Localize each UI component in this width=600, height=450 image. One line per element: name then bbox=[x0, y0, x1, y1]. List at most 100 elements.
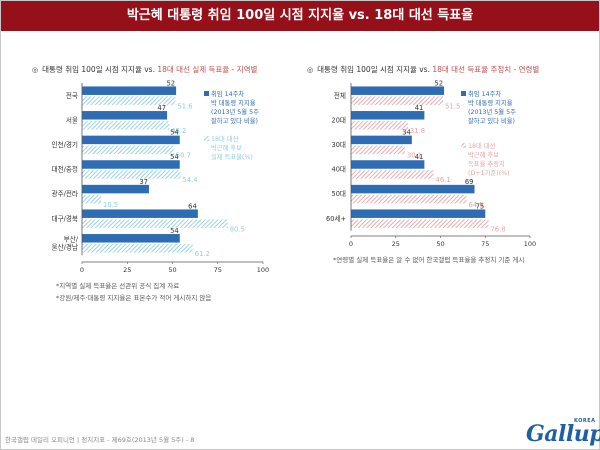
right-label-approval: 41 bbox=[415, 104, 424, 112]
left-category-label: 전국 bbox=[66, 91, 78, 100]
right-label-votes: 46.1 bbox=[436, 176, 451, 184]
right-bar-votes bbox=[351, 96, 444, 105]
right-legend-votes-swatch bbox=[461, 143, 466, 148]
gallup-logo: Gallup KOREA bbox=[526, 418, 600, 447]
left-label-approval: 47 bbox=[157, 104, 166, 112]
left-label-approval: 54 bbox=[170, 129, 179, 137]
left-label-approval: 54 bbox=[170, 227, 179, 235]
right-legend-approval-swatch bbox=[461, 91, 466, 96]
left-bar-approval bbox=[82, 234, 180, 243]
left-bar-approval bbox=[82, 111, 168, 120]
left-legend-approval-text: 잘하고 있다 비율) bbox=[211, 116, 258, 125]
right-bar-approval bbox=[351, 135, 412, 145]
right-bar-votes bbox=[351, 170, 434, 179]
left-tick-label: 25 bbox=[123, 266, 131, 274]
left-bar-votes bbox=[82, 194, 102, 204]
right-label-votes: 64.5 bbox=[468, 201, 483, 209]
left-category-label: 울산/경남 bbox=[52, 242, 79, 251]
left-chart-title-main: 대통령 취임 100일 시점 지지율 vs. bbox=[42, 65, 158, 74]
page-title: 박근혜 대통령 취임 100일 시점 지지율 vs. 18대 대선 득표율 bbox=[1, 1, 599, 31]
right-label-approval: 34 bbox=[402, 129, 411, 137]
right-tick-label: 50 bbox=[436, 240, 444, 248]
right-legend-approval-text: 박 대통령 지지율 bbox=[468, 98, 513, 107]
left-label-approval: 37 bbox=[139, 178, 148, 186]
right-bar-approval bbox=[351, 86, 445, 95]
left-label-votes: 54.4 bbox=[182, 176, 197, 184]
right-tick-label: 100 bbox=[524, 240, 536, 248]
left-bar-votes bbox=[82, 145, 174, 155]
right-label-votes: 30.1 bbox=[407, 152, 422, 160]
left-bar-approval bbox=[82, 86, 177, 95]
left-legend-votes-text: 실제 득표율(%) bbox=[211, 152, 253, 161]
left-legend-approval-text: (2013년 5월 5주 bbox=[211, 107, 259, 116]
left-bar-votes bbox=[82, 121, 170, 130]
right-bar-votes bbox=[351, 194, 467, 204]
left-label-votes: 10.5 bbox=[103, 201, 118, 209]
right-legend-votes-text: 18대 대선 bbox=[468, 141, 496, 150]
left-legend-votes-text: 18대 대선 bbox=[211, 134, 239, 143]
right-category-label: 20대 bbox=[332, 116, 346, 124]
right-bar-approval bbox=[351, 184, 475, 194]
left-bar-approval bbox=[82, 209, 198, 218]
left-category-label: 서울 bbox=[66, 115, 78, 124]
right-category-label: 50대 bbox=[332, 190, 346, 198]
right-tick-label: 75 bbox=[481, 240, 489, 248]
right-bar-approval bbox=[351, 209, 486, 218]
left-tick-label: 50 bbox=[168, 266, 176, 274]
left-bar-votes bbox=[82, 96, 176, 105]
left-legend-votes-text: 박근혜 후보 bbox=[211, 143, 242, 152]
right-bar-votes bbox=[351, 219, 489, 228]
right-bar-votes bbox=[351, 121, 408, 130]
logo-korea: KOREA bbox=[574, 418, 596, 424]
logo-wordmark: Gallup bbox=[526, 421, 600, 447]
left-bar-votes bbox=[82, 244, 193, 253]
left-category-label: 대전/충청 bbox=[52, 165, 79, 174]
right-label-votes: 76.8 bbox=[490, 225, 505, 233]
left-category-label: 인천/경기 bbox=[52, 140, 79, 149]
right-tick-label: 0 bbox=[349, 240, 353, 248]
title-bullet-icon: ◎ bbox=[307, 66, 314, 74]
right-label-approval: 52 bbox=[434, 79, 443, 87]
right-legend-approval-text: (2013년 5월 5주 bbox=[468, 107, 516, 116]
right-legend-votes-text: 박근혜 후보 bbox=[468, 150, 499, 159]
right-label-votes: 31.8 bbox=[410, 127, 425, 135]
right-label-approval: 41 bbox=[415, 153, 424, 161]
title-bullet-icon: ◎ bbox=[32, 66, 39, 74]
left-bar-votes bbox=[82, 170, 181, 179]
right-bar-approval bbox=[351, 111, 425, 120]
left-category-label: 광주/전라 bbox=[52, 189, 79, 198]
left-tick-label: 100 bbox=[257, 266, 269, 274]
right-bar-votes bbox=[351, 145, 405, 155]
right-label-approval: 69 bbox=[465, 178, 474, 186]
right-category-label: 30대 bbox=[332, 141, 346, 149]
left-bar-approval bbox=[82, 160, 180, 169]
left-legend-approval-swatch bbox=[204, 91, 209, 96]
right-tick-label: 25 bbox=[392, 240, 400, 248]
left-legend-approval-text: 박 대통령 지지율 bbox=[211, 98, 256, 107]
right-label-approval: 75 bbox=[476, 202, 485, 210]
right-legend-approval-text: 잘하고 있다 비율) bbox=[468, 116, 515, 125]
right-category-label: 전체 bbox=[334, 91, 346, 100]
right-chart-title: ◎ 대통령 취임 100일 시점 지지율 vs. 18대 대선 득표율 추정치 -… bbox=[307, 64, 539, 75]
left-bar-votes bbox=[82, 219, 228, 228]
right-label-votes: 51.5 bbox=[445, 102, 460, 110]
footer-source: 한국갤럽 데일리 오피니언 | 정치지표 - 제69호(2013년 5월 5주)… bbox=[5, 436, 195, 444]
left-tick-label: 0 bbox=[80, 266, 84, 274]
left-label-votes: 50.7 bbox=[176, 152, 191, 160]
left-legend-votes-swatch bbox=[204, 136, 209, 141]
left-label-approval: 54 bbox=[170, 153, 179, 161]
left-legend-approval-text: 취임 14주차 bbox=[211, 89, 244, 98]
left-category-label: 대구/경북 bbox=[52, 214, 79, 223]
right-bar-approval bbox=[351, 160, 425, 169]
right-legend-approval-text: 취임 14주차 bbox=[468, 89, 501, 98]
left-tick-label: 75 bbox=[214, 266, 222, 274]
left-label-votes: 48.2 bbox=[171, 127, 186, 135]
left-note-2: *강원/제주·대통령 지지율은 표본수가 적어 게시하지 않음 bbox=[56, 294, 212, 302]
left-note-1: *지역별 실제 득표율은 선관위 공식 집계 자료 bbox=[56, 282, 180, 290]
right-chart-title-highlight: 18대 대선 득표율 추정치 - 연령별 bbox=[432, 65, 540, 74]
right-legend-votes-text: (D+1기준)(%) bbox=[468, 168, 510, 177]
left-label-votes: 51.6 bbox=[177, 102, 192, 110]
right-chart-title-main: 대통령 취임 100일 시점 지지율 vs. bbox=[317, 65, 433, 74]
left-chart-title: ◎ 대통령 취임 100일 시점 지지율 vs. 18대 대선 실제 득표율 - … bbox=[32, 64, 257, 75]
